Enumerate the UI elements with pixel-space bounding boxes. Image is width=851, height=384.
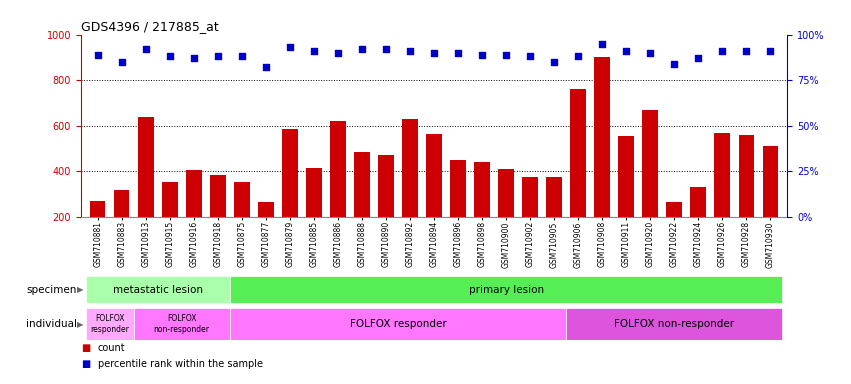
Point [547,59,561,65]
Bar [86,276,230,303]
Point [500,51,513,58]
Bar [306,168,322,263]
Point [716,48,729,54]
Point [380,46,393,52]
Text: GDS4396 / 217885_at: GDS4396 / 217885_at [81,20,219,33]
Point [667,61,681,67]
Point [451,50,465,56]
Bar [258,202,274,263]
Text: count: count [98,343,125,353]
Text: individual: individual [26,319,77,329]
Bar [426,134,442,263]
Bar [210,175,226,263]
Point [763,48,777,54]
Bar [499,169,514,263]
Text: primary lesion: primary lesion [469,285,544,295]
Bar [90,201,106,263]
Point [355,46,368,52]
Bar [378,156,394,263]
Bar [354,152,369,263]
Bar [114,190,129,263]
Bar [450,160,465,263]
Point [331,50,345,56]
Point [475,51,488,58]
Bar [570,89,586,263]
Point [91,51,105,58]
Text: FOLFOX
non-responder: FOLFOX non-responder [154,314,209,334]
Bar [762,146,778,263]
Text: ■: ■ [81,359,90,369]
Point [692,55,705,61]
Bar [186,170,202,263]
Point [163,53,176,60]
Text: FOLFOX
responder: FOLFOX responder [90,314,129,334]
Bar [403,119,418,263]
Point [283,44,297,50]
Bar [138,117,153,263]
Point [307,48,321,54]
Point [620,48,633,54]
Point [139,46,152,52]
Point [115,59,129,65]
Bar [690,187,706,263]
Bar [134,308,230,340]
Text: ▶: ▶ [77,285,84,294]
Text: FOLFOX non-responder: FOLFOX non-responder [614,319,734,329]
Point [523,53,537,60]
Bar [619,136,634,263]
Bar [230,276,782,303]
Point [643,50,657,56]
Text: metastatic lesion: metastatic lesion [112,285,203,295]
Point [187,55,201,61]
Point [235,53,248,60]
Bar [643,110,658,263]
Bar [715,132,730,263]
Point [211,53,225,60]
Point [740,48,753,54]
Text: FOLFOX responder: FOLFOX responder [350,319,446,329]
Bar [566,308,782,340]
Bar [474,162,490,263]
Text: ■: ■ [81,343,90,353]
Bar [666,202,682,263]
Point [403,48,417,54]
Bar [230,308,566,340]
Bar [282,129,298,263]
Bar [234,182,249,263]
Point [596,41,609,47]
Text: percentile rank within the sample: percentile rank within the sample [98,359,263,369]
Text: specimen: specimen [26,285,77,295]
Bar [523,177,538,263]
Bar [739,135,754,263]
Bar [162,182,178,263]
Bar [546,177,562,263]
Bar [330,121,346,263]
Bar [86,308,134,340]
Bar [594,57,610,263]
Text: ▶: ▶ [77,319,84,329]
Point [571,53,585,60]
Point [259,65,272,71]
Point [427,50,441,56]
